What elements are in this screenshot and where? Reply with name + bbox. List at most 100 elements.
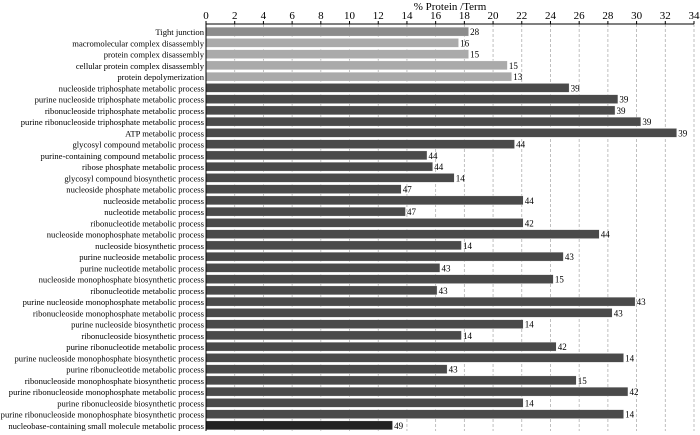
bar [205, 71, 512, 82]
bar [205, 229, 600, 239]
bar-count-label: 13 [513, 72, 523, 82]
bar-count-label: 44 [434, 162, 444, 172]
bar [205, 218, 524, 228]
category-label: Tight junction [155, 27, 204, 37]
chart-title: % Protein /Term [414, 1, 487, 13]
category-label: glycosyl compound metabolic process [72, 140, 204, 150]
x-tick-label: 32 [660, 10, 671, 22]
bar-count-label: 15 [509, 61, 518, 71]
category-label: ribonucleotide metabolic process [90, 286, 204, 296]
x-tick-label: 30 [631, 10, 643, 22]
bar [205, 206, 406, 217]
bar-count-label: 39 [571, 83, 581, 93]
bar [205, 308, 613, 318]
x-tick-label: 34 [689, 10, 700, 22]
bar [205, 386, 629, 397]
bar [205, 116, 642, 127]
bar-count-label: 43 [637, 297, 647, 307]
category-label: ATP metabolic process [125, 128, 205, 138]
bar [205, 139, 515, 149]
bar-count-label: 14 [456, 173, 466, 183]
category-label: nucleoside phosphate metabolic process [66, 185, 204, 195]
category-label: purine ribonucleotide metabolic process [66, 342, 204, 352]
bar-count-label: 39 [642, 117, 652, 127]
x-tick-label: 18 [459, 10, 471, 22]
category-label: nucleoside monophosphate metabolic proce… [47, 230, 205, 240]
bar [205, 409, 624, 419]
category-label: ribonucleotide metabolic process [90, 218, 204, 228]
bar [205, 296, 636, 307]
bar [205, 105, 616, 116]
bar [205, 94, 619, 104]
bar [205, 83, 570, 93]
x-tick-label: 28 [602, 10, 614, 22]
category-label: ribonucleoside biosynthetic process [81, 331, 204, 341]
bar-count-label: 42 [629, 387, 638, 397]
category-label: purine-containing compound metabolic pro… [41, 151, 205, 161]
category-label: purine nucleoside biosynthetic process [71, 320, 205, 330]
x-tick-label: 12 [373, 10, 384, 22]
bar-count-label: 16 [460, 38, 470, 48]
category-label: purine nucleotide metabolic process [80, 263, 205, 273]
x-tick-label: 16 [430, 10, 442, 22]
category-label: purine nucleoside monophosphate metaboli… [23, 297, 205, 307]
x-tick-label: 0 [203, 10, 209, 22]
category-label: purine ribonucleoside monophosphate meta… [9, 387, 205, 397]
bar-count-label: 42 [525, 218, 534, 228]
x-tick-label: 6 [289, 10, 295, 22]
bar-count-label: 47 [403, 185, 413, 195]
category-label: purine ribonucleoside triphosphate metab… [21, 117, 205, 127]
bar [205, 38, 459, 48]
x-tick-label: 24 [545, 10, 557, 22]
bar-count-label: 43 [439, 286, 449, 296]
category-label: protein complex disassembly [104, 50, 205, 60]
category-label: nucleoside triphosphate metabolic proces… [59, 83, 205, 93]
bar [205, 330, 462, 341]
category-label: protein depolymerization [117, 72, 204, 82]
category-label: ribose phosphate metabolic process [82, 162, 205, 172]
x-tick-label: 26 [574, 10, 586, 22]
bar [205, 251, 564, 262]
bar-count-label: 14 [625, 410, 635, 420]
category-label: glycosyl compound biosynthetic process [64, 173, 204, 183]
bar-count-label: 42 [558, 342, 567, 352]
x-tick-label: 10 [344, 10, 356, 22]
bar-count-label: 44 [516, 140, 526, 150]
category-label: ribonucleoside triphosphate metabolic pr… [45, 106, 205, 116]
category-label: purine ribonucleoside monophosphate bios… [1, 410, 205, 420]
bar [205, 341, 557, 352]
bar-count-label: 47 [407, 207, 417, 217]
category-label: purine ribonucleoside biosynthetic proce… [57, 398, 204, 408]
category-label: ribonucleoside monophosphate metabolic p… [33, 308, 205, 318]
bar [205, 375, 577, 386]
category-label: macromolecular complex disassembly [72, 38, 204, 48]
category-label: purine nucleoside monophosphate biosynth… [15, 353, 205, 363]
bar-count-label: 14 [463, 241, 473, 251]
bar-count-label: 14 [625, 353, 635, 363]
category-label: purine nucleoside metabolic process [79, 252, 204, 262]
bar [205, 319, 524, 329]
x-tick-label: 4 [261, 10, 267, 22]
bar-count-label: 43 [614, 308, 624, 318]
bar [205, 60, 508, 71]
bar [205, 274, 554, 284]
bar-count-label: 15 [470, 50, 480, 60]
category-label: ribonucleoside monophosphate biosyntheti… [25, 376, 205, 386]
category-label: nucleoside metabolic process [103, 196, 204, 206]
bar-count-label: 15 [555, 275, 565, 285]
category-label: nucleotide metabolic process [104, 207, 204, 217]
bar [205, 161, 433, 172]
bar-count-label: 28 [470, 27, 480, 37]
category-label: nucleobase-containing small molecule met… [8, 421, 204, 431]
bar [205, 240, 462, 251]
bar-count-label: 43 [449, 365, 459, 375]
category-label: nucleoside biosynthetic process [95, 241, 204, 251]
category-label: purine ribonucleotide metabolic process [66, 365, 204, 375]
bar-count-label: 43 [441, 263, 451, 273]
bar-count-label: 15 [578, 376, 588, 386]
x-axis: 0 2 4 6 8 10 12 14 16 18 20 22 24 26 28 30 32 34 [203, 10, 700, 431]
bar [205, 49, 469, 59]
category-label: cellular protein complex disassembly [76, 61, 205, 71]
bar-count-label: 44 [601, 230, 611, 240]
